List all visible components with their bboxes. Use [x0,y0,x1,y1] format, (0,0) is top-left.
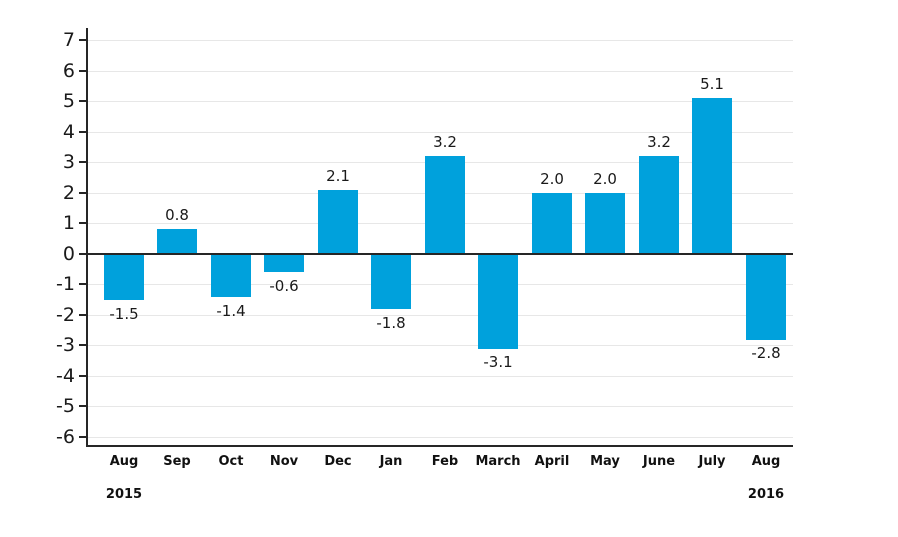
x-tick-label: July [698,454,726,469]
bar-value-label: 2.0 [593,170,617,188]
gridline [88,284,793,285]
bar [478,254,518,349]
gridline [88,71,793,72]
x-tick-label: Dec [324,454,352,469]
bar [318,190,358,254]
bar [211,254,251,297]
bar [104,254,144,300]
bar-value-label: -2.8 [751,344,781,362]
y-axis-tick [79,436,88,438]
gridline [88,40,793,41]
bar [371,254,411,309]
bar [639,156,679,254]
year-label: 2016 [747,487,785,502]
x-tick-label: Nov [269,454,299,469]
x-tick-label: April [534,454,570,469]
x-tick-label: March [475,454,521,469]
y-axis-tick [79,39,88,41]
y-axis-tick [79,100,88,102]
bar-value-label: -1.8 [376,314,406,332]
y-tick-label: 4 [62,121,75,143]
y-tick-label: -1 [56,273,75,295]
y-tick-label: -4 [56,365,75,387]
y-axis-tick [79,283,88,285]
y-axis-tick [79,405,88,407]
y-axis-tick [79,131,88,133]
bar-value-label: -0.6 [269,277,299,295]
bar-value-label: 3.2 [647,133,671,151]
y-tick-label: 7 [62,29,75,51]
y-axis-tick [79,222,88,224]
y-tick-label: -3 [56,334,75,356]
bar [746,254,786,340]
y-tick-label: 6 [62,60,75,82]
bar-value-label: -3.1 [483,353,513,371]
x-tick-label: Aug [751,454,781,469]
y-tick-label: 1 [62,212,75,234]
bar-value-label: 2.1 [326,167,350,185]
y-axis-tick [79,70,88,72]
bar-value-label: 3.2 [433,133,457,151]
y-axis-tick [79,253,88,255]
gridline [88,315,793,316]
y-axis-tick [79,192,88,194]
y-axis-tick [79,161,88,163]
bar [157,229,197,253]
x-tick-label: Oct [218,454,244,469]
bar [264,254,304,272]
gridline [88,345,793,346]
bar-value-label: -1.4 [216,302,246,320]
zero-line [88,253,793,255]
x-tick-label: June [642,454,676,469]
x-axis-line [86,445,793,447]
y-tick-label: -2 [56,304,75,326]
x-tick-label: Sep [163,454,191,469]
year-label: 2015 [105,487,143,502]
y-tick-label: -5 [56,395,75,417]
y-axis-tick [79,344,88,346]
bar [532,193,572,254]
bar [692,98,732,254]
x-tick-label: May [590,454,620,469]
y-tick-label: 0 [62,243,75,265]
bar-value-label: 5.1 [700,75,724,93]
bar-value-label: 2.0 [540,170,564,188]
y-tick-label: 5 [62,90,75,112]
gridline [88,376,793,377]
y-axis-line [86,28,88,447]
y-axis-tick [79,314,88,316]
y-axis-tick [79,375,88,377]
y-tick-label: 2 [62,182,75,204]
gridline [88,101,793,102]
gridline [88,437,793,438]
bar [585,193,625,254]
x-tick-label: Aug [109,454,139,469]
y-tick-label: -6 [56,426,75,448]
bar-value-label: 0.8 [165,206,189,224]
x-tick-label: Feb [431,454,459,469]
x-tick-label: Jan [379,454,403,469]
bar [425,156,465,254]
bar-value-label: -1.5 [109,305,139,323]
gridline [88,132,793,133]
y-tick-label: 3 [62,151,75,173]
gridline [88,406,793,407]
